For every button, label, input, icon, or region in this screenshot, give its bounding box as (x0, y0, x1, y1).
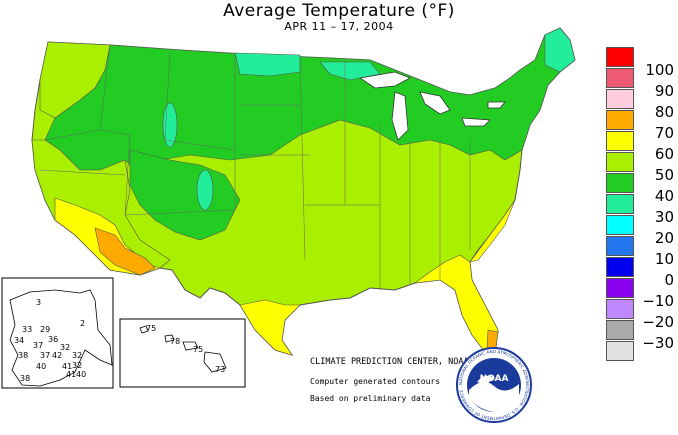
legend-swatch (606, 299, 634, 319)
band-40-50-plateau (129, 149, 241, 241)
legend-swatch (606, 89, 634, 109)
alaska-value: 32 (72, 361, 83, 370)
alaska-value: 34 (14, 336, 25, 345)
band-50-60-west (31, 139, 171, 276)
legend-label: 0 (664, 271, 674, 289)
band-30-40-north (234, 52, 301, 77)
legend-label: 60 (654, 145, 674, 163)
alaska-value: 42 (52, 351, 63, 360)
band-30-40-wyoming (162, 102, 178, 148)
hawaii-value: 73 (215, 365, 226, 374)
alaska-value: 40 (76, 370, 87, 379)
legend-label: −20 (642, 313, 674, 331)
legend-swatch (606, 278, 634, 298)
alaska-value: 29 (40, 325, 51, 334)
legend-swatch (606, 341, 634, 361)
band-30-40-maine (544, 27, 576, 73)
legend-swatch (606, 173, 634, 193)
alaska-outline (9, 289, 113, 387)
alaska-value: 40 (36, 362, 47, 371)
legend-label: 30 (654, 208, 674, 226)
state-boundaries (39, 44, 471, 290)
alaska-value: 38 (18, 351, 29, 360)
hawaii-islands (139, 325, 227, 373)
hawaii-inset (119, 318, 246, 388)
alaska-value: 38 (20, 374, 31, 383)
band-50-60-pnw (39, 41, 111, 119)
band-30-40-rockies (196, 169, 214, 211)
band-70-80-desert (94, 227, 156, 276)
alaska-value: 41 (66, 370, 77, 379)
legend-swatch (606, 68, 634, 88)
legend-swatch (606, 110, 634, 130)
alaska-value: 41 (62, 362, 73, 371)
legend-label: 80 (654, 103, 674, 121)
alaska-value: 3 (36, 298, 42, 307)
legend-label: −30 (642, 334, 674, 352)
map-subtitle: APR 11 – 17, 2004 (284, 20, 394, 33)
credit-center: CLIMATE PREDICTION CENTER, NOAA (310, 357, 469, 367)
alaska-value: 32 (60, 343, 71, 352)
band-60-70-carolinas (469, 199, 516, 263)
legend-label: −10 (642, 292, 674, 310)
legend-swatch (606, 47, 634, 67)
alaska-value: 32 (72, 351, 83, 360)
great-lakes (358, 71, 506, 141)
legend-label: 100 (645, 61, 674, 79)
legend-swatch (606, 257, 634, 277)
noaa-logo: NOAA NATIONAL OCEANIC AND ATMOSPHERIC AD… (456, 347, 532, 423)
legend-swatch (606, 215, 634, 235)
legend-swatch (606, 152, 634, 172)
legend-label: 70 (654, 124, 674, 142)
legend-label: 90 (654, 82, 674, 100)
alaska-value: 37 (40, 351, 51, 360)
legend-swatch (606, 320, 634, 340)
hawaii-value: 75 (146, 324, 157, 333)
map-title: Average Temperature (°F) (223, 1, 455, 21)
alaska-value: 2 (80, 319, 86, 328)
legend-label: 40 (654, 187, 674, 205)
hawaii-value: 78 (170, 337, 181, 346)
noaa-logo-text: NOAA (480, 374, 509, 384)
temperature-map (1, 27, 576, 389)
legend-swatch (606, 236, 634, 256)
legend-label: 20 (654, 229, 674, 247)
credit-line2: Based on preliminary data (310, 394, 431, 403)
legend-label: 50 (654, 166, 674, 184)
alaska-inset (1, 277, 114, 389)
alaska-value: 33 (22, 325, 33, 334)
credit-line1: Computer generated contours (310, 377, 441, 386)
legend-swatch (606, 131, 634, 151)
alaska-value: 37 (33, 341, 44, 350)
legend-swatch (606, 194, 634, 214)
legend-label: 10 (654, 250, 674, 268)
hawaii-value: 75 (193, 345, 204, 354)
alaska-value: 36 (48, 335, 59, 344)
